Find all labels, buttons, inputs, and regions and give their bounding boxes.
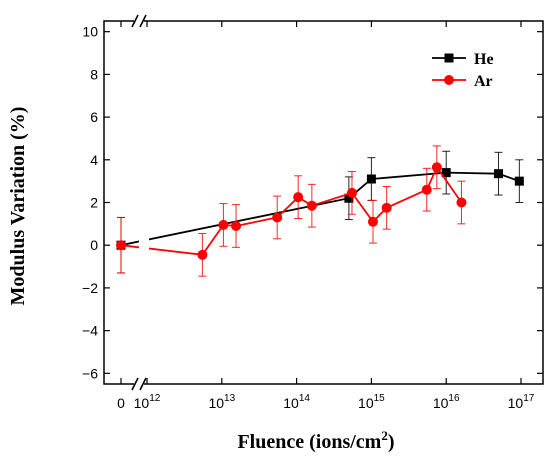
x-tick-label-exponent: 17	[523, 393, 535, 404]
data-point-ar	[346, 187, 357, 198]
legend-marker	[444, 75, 454, 85]
legend-item-he: He	[432, 51, 494, 68]
legend-label-he: He	[474, 51, 494, 68]
data-point-ar	[431, 162, 442, 173]
axis-break-gap-bottom	[134, 380, 144, 388]
y-tick-label: 8	[90, 66, 98, 82]
x-tick-label: 1014	[283, 393, 310, 411]
series-line-ar	[120, 165, 463, 256]
data-point-ar	[367, 216, 378, 227]
y-tick-label: 0	[90, 237, 98, 253]
y-tick-label: 6	[90, 109, 98, 125]
x-tick-label-exponent: 16	[448, 393, 460, 404]
data-point-he	[344, 193, 354, 203]
x-tick-label-base: 10	[208, 395, 224, 411]
x-tick-label: 1012	[134, 393, 161, 411]
data-point-ar	[421, 184, 432, 195]
y-tick-label: −2	[82, 280, 98, 296]
x-axis-title-main: Fluence (ions/cm	[237, 431, 381, 453]
x-tick-label: 1015	[358, 393, 385, 411]
axis-break-mark-top	[139, 14, 147, 28]
legend-label-ar: Ar	[474, 73, 493, 90]
y-axis-title: Modulus Variation (%)	[7, 107, 29, 306]
data-point-ar	[456, 197, 467, 208]
series-he	[116, 150, 524, 274]
x-tick-label-base: 10	[508, 395, 524, 411]
data-point-he	[441, 168, 451, 178]
data-point-ar	[231, 220, 242, 231]
axis-break-mark-top	[131, 14, 139, 28]
x-tick-label: 1017	[508, 393, 535, 411]
data-point-he	[514, 176, 524, 186]
y-tick-label: −6	[82, 365, 98, 381]
data-point-he	[366, 174, 376, 184]
data-point-ar	[197, 249, 208, 260]
data-point-ar	[272, 212, 283, 223]
legend-marker	[444, 53, 454, 63]
legend: He Ar	[432, 51, 494, 90]
y-axis: −6 −4 −2 0 2 4 6 8 10	[82, 24, 543, 381]
y-tick-label: 10	[82, 24, 98, 40]
y-tick-label: 4	[90, 152, 98, 168]
x-tick-label-base: 10	[134, 395, 150, 411]
x-tick-label-base: 10	[358, 395, 374, 411]
x-axis-title: Fluence (ions/cm2)	[237, 428, 394, 453]
data-point-ar	[116, 240, 126, 251]
series-ar	[116, 145, 467, 277]
data-point-ar	[306, 200, 317, 211]
x-tick-label-exponent: 14	[299, 393, 311, 404]
x-tick-label-zero: 0	[117, 395, 125, 411]
y-tick-label: −4	[82, 323, 98, 339]
x-tick-label-base: 10	[283, 395, 299, 411]
data-point-ar	[293, 192, 304, 203]
x-tick-label-base: 10	[433, 395, 449, 411]
x-axis-title-superscript: 2	[381, 428, 388, 443]
y-tick-label: 2	[90, 195, 98, 211]
data-point-he	[493, 169, 503, 179]
x-tick-label: 1016	[433, 393, 460, 411]
line-break-gap	[139, 232, 149, 259]
x-tick-label-exponent: 12	[149, 393, 161, 404]
series-layer	[116, 145, 524, 277]
data-point-ar	[381, 202, 392, 213]
x-tick-label-exponent: 15	[374, 393, 386, 404]
data-point-ar	[218, 219, 229, 230]
axis-break-mark-bottom	[139, 377, 147, 391]
x-axis-title-suffix: )	[388, 431, 395, 453]
x-axis: 0 1012 1013 1014 1015 1016 1017	[117, 21, 535, 411]
x-tick-label-exponent: 13	[224, 393, 236, 404]
legend-item-ar: Ar	[432, 73, 493, 90]
series-line-he	[120, 171, 520, 247]
axis-break-mark-bottom	[131, 377, 139, 391]
axis-break-gap-top	[134, 17, 144, 25]
x-tick-label: 1013	[208, 393, 235, 411]
